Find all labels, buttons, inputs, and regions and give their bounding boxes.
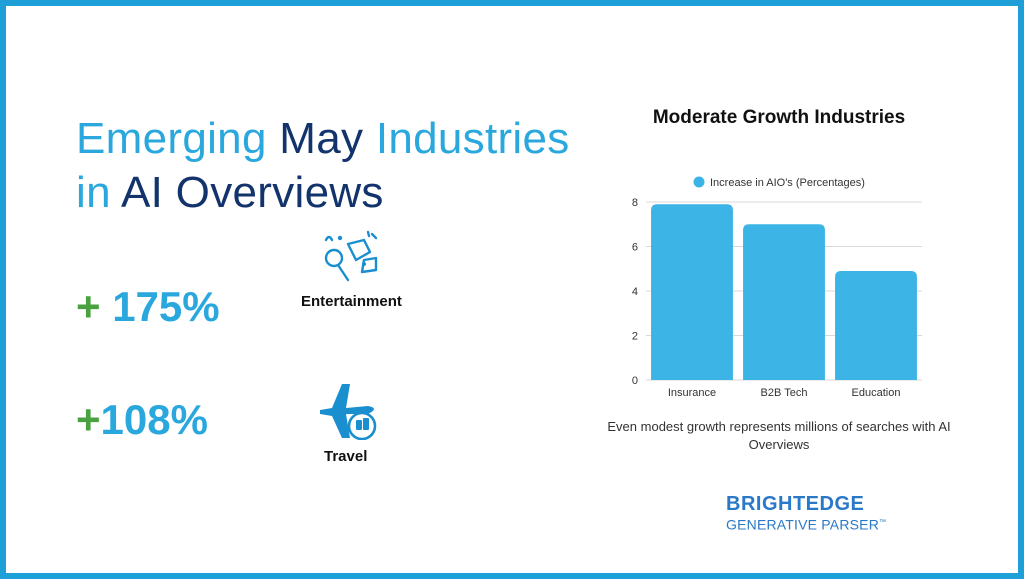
bar-chart: Increase in AIO's (Percentages) 0 2 4 6 8 Insu… [632,176,922,399]
headline: Emerging May Industries in AI Overviews [76,112,570,220]
legend-label: Increase in AIO's (Percentages) [710,177,865,189]
entertainment-icon [320,230,380,293]
chart-title: Moderate Growth Industries [652,107,906,128]
headline-part-ai-overviews: AI Overviews [120,168,384,217]
bar-b2b-tech [743,224,825,380]
y-tick-label: 6 [632,242,638,254]
stat-plus-sign: + [76,283,101,330]
headline-part-emerging: Emerging [76,114,267,163]
x-tick-label: Education [852,387,901,399]
headline-part-may: May [279,114,364,163]
brand-name: BRIGHTEDGE [726,493,865,515]
travel-label: Travel [324,448,368,465]
legend-marker [693,176,705,188]
x-tick-label: Insurance [668,387,716,399]
bar-insurance [651,204,733,380]
headline-part-in: in [76,168,111,217]
airplane-hotel-icon [318,382,384,445]
x-tick-label: B2B Tech [761,387,808,399]
y-tick-label: 4 [632,286,638,298]
stat-value: 175% [100,283,220,330]
brand-sub-text: GENERATIVE PARSER [726,516,880,533]
y-tick-label: 8 [632,197,638,209]
brightedge-logo: BRIGHTEDGE GENERATIVE PARSER™ [726,493,886,533]
bar-education [835,270,917,380]
stat-plus-sign: + [76,396,101,443]
brand-trademark: ™ [879,519,887,526]
chart-caption: Even modest growth represents millions o… [607,419,951,452]
headline-part-industries: Industries [375,114,570,163]
entertainment-label: Entertainment [301,293,402,310]
y-tick-label: 2 [632,331,638,343]
brand-subtitle: GENERATIVE PARSER™ [726,515,886,533]
stat-travel: +108% [76,396,208,444]
stat-entertainment: + 175% [76,283,220,331]
stat-value: 108% [100,396,208,443]
y-tick-label: 0 [632,375,638,387]
